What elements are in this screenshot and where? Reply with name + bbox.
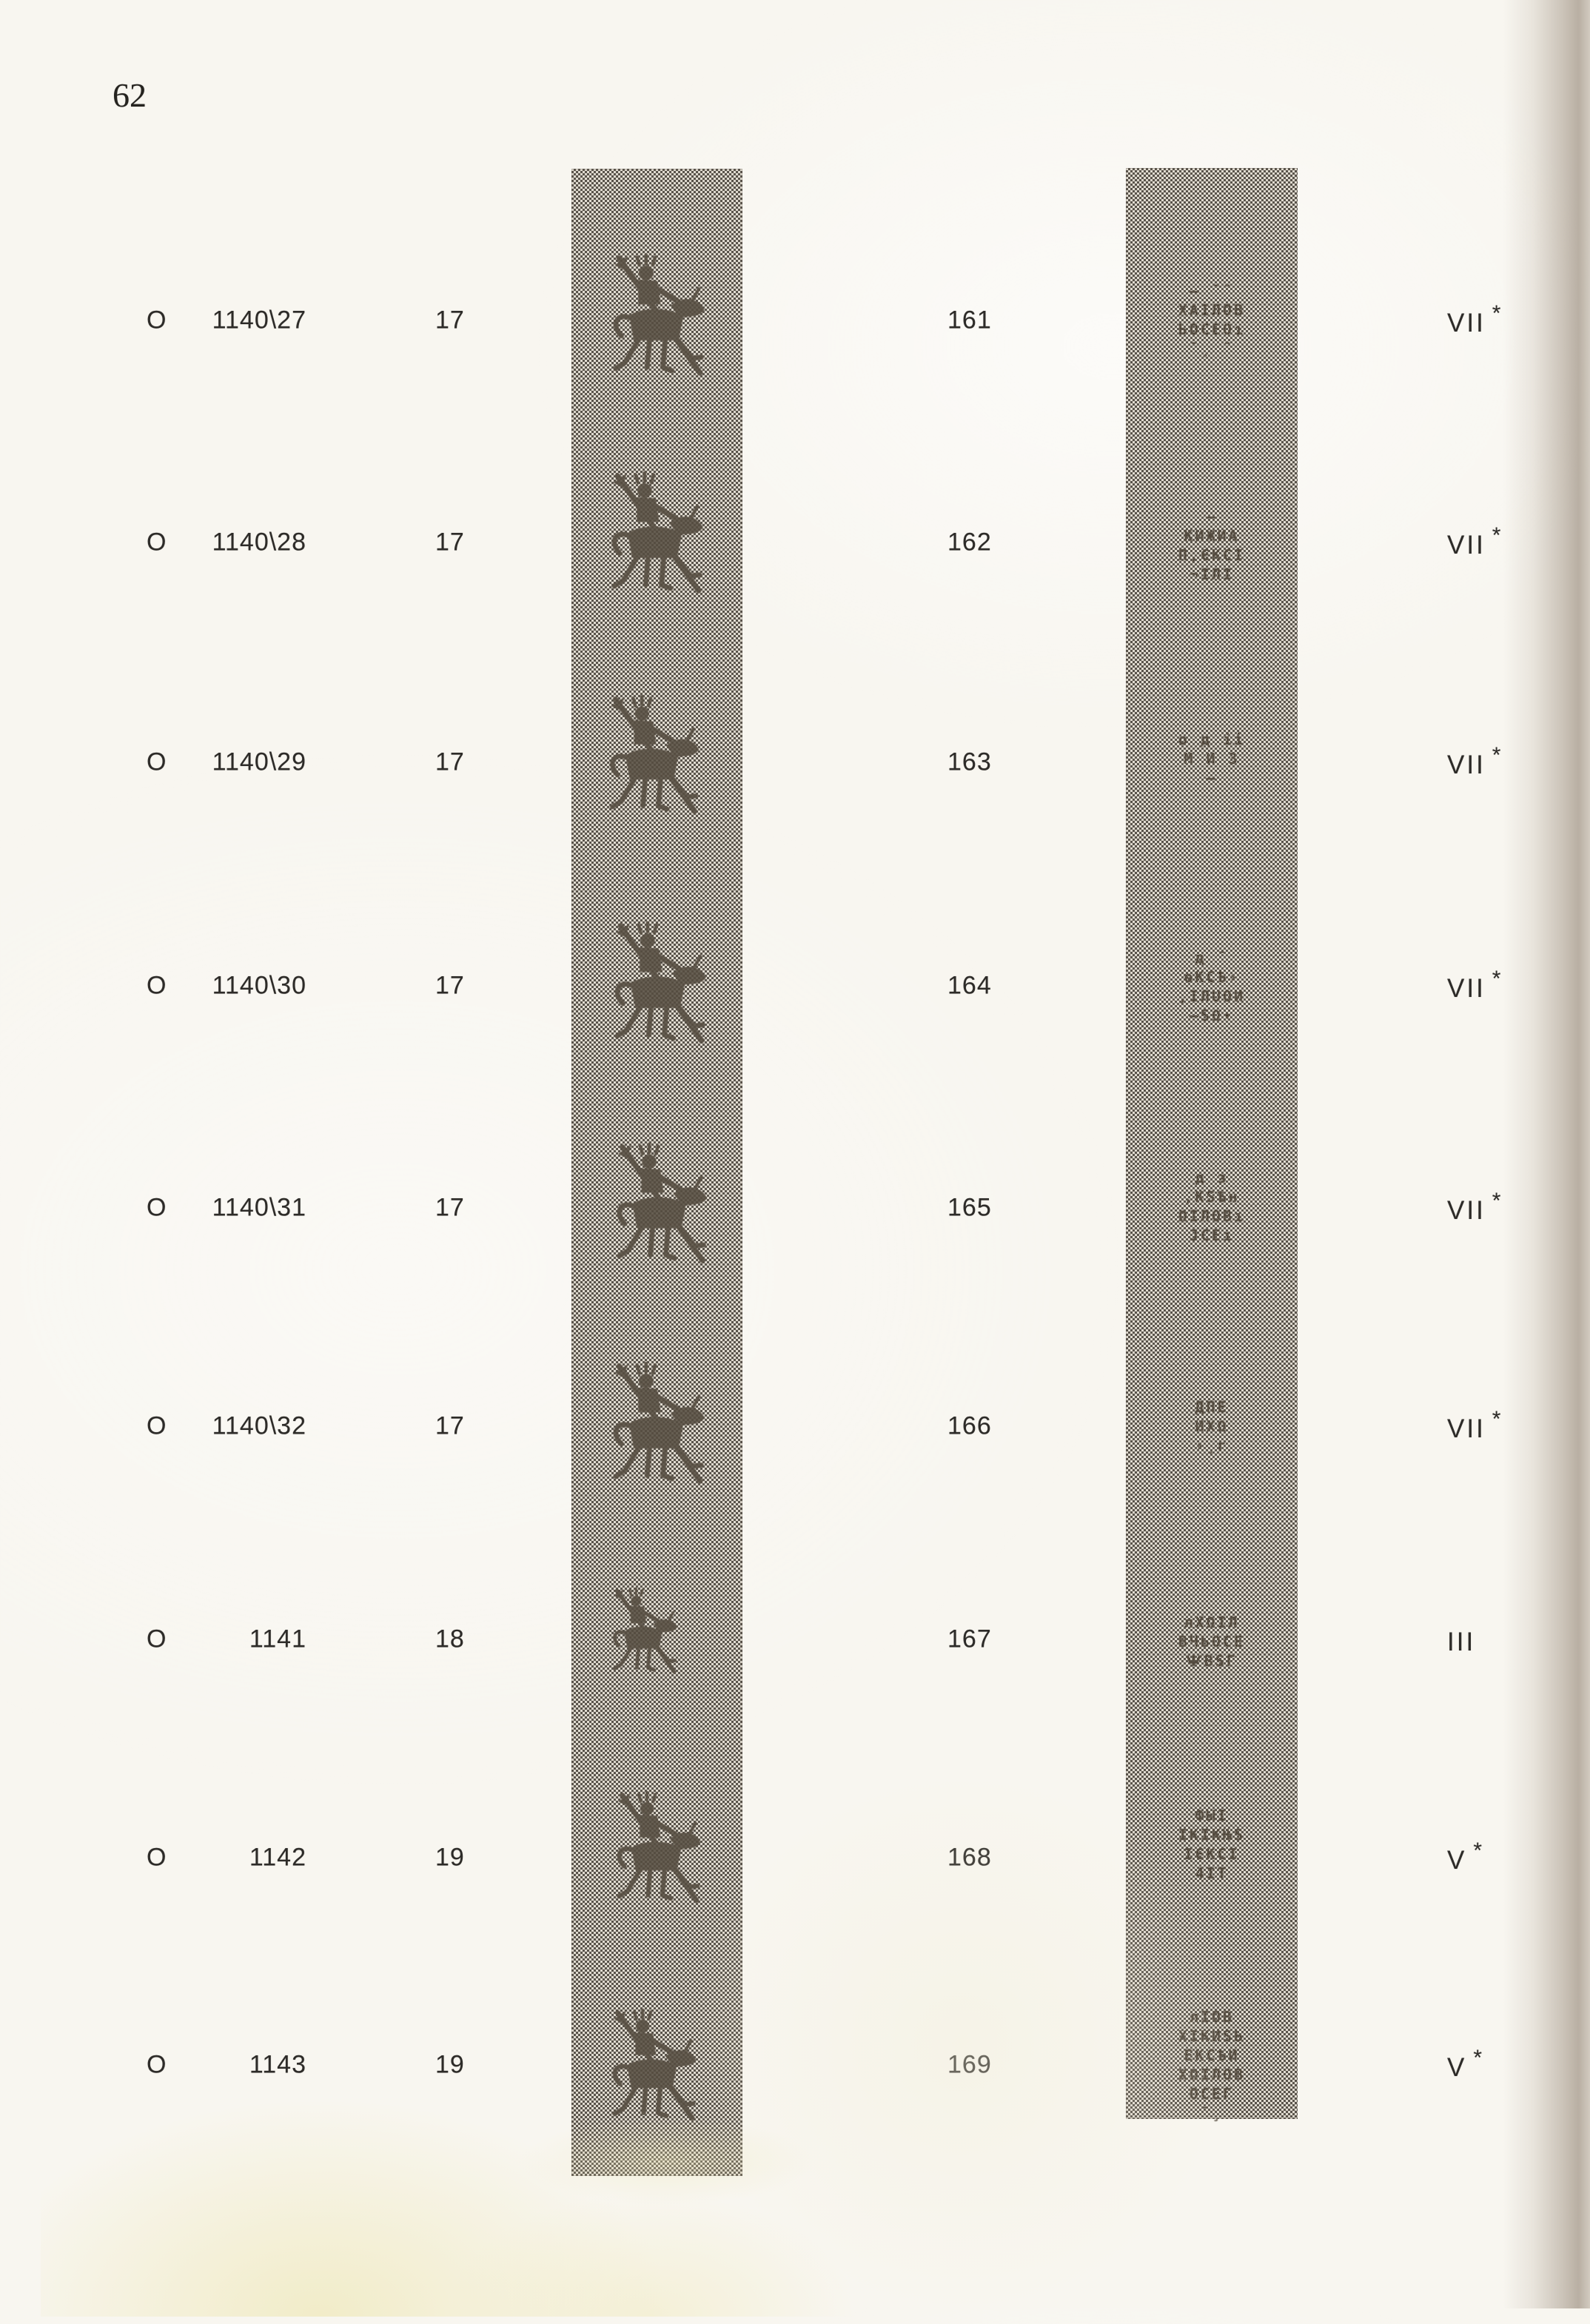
catalog-number: 1140\29 [212, 748, 306, 776]
reverse-legend: лХΩІЛ ВЧЬОСЕ ѰВЅГ [1178, 1613, 1246, 1670]
catalog-number: 1140\27 [212, 306, 306, 335]
plate-number: 163 [947, 748, 992, 776]
page-edge-shadow [1503, 0, 1590, 2308]
reverse-legend: лІОВ ХІКИЅЬ ЕКСѢИ ХΩІЛОВ ОСЕГ ¯¸ [1178, 2008, 1246, 2122]
diameter-value: 19 [435, 2050, 465, 2079]
plate-number: 169 [947, 2050, 992, 2079]
star-mark: * [1492, 1407, 1501, 1432]
horseman-with-spear-stamp [602, 1791, 713, 1907]
type-class-roman: III [1447, 1627, 1476, 1656]
plate-number: 164 [947, 971, 992, 1000]
obverse-letter: O [147, 1411, 167, 1440]
horseman-with-spear-stamp [597, 2009, 708, 2124]
type-class-roman: VII [1447, 1414, 1486, 1443]
type-class-roman: VII [1447, 750, 1486, 779]
type-class: VII * [1447, 1407, 1501, 1444]
paper-stain [444, 2191, 859, 2317]
obverse-letter: O [147, 1843, 167, 1872]
obverse-letter: O [147, 748, 167, 776]
diameter-value: 17 [435, 528, 465, 557]
plate-number: 162 [947, 528, 992, 557]
horseman-with-spear-stamp [603, 1588, 685, 1676]
star-mark: * [1492, 301, 1501, 326]
type-class: VII * [1447, 301, 1501, 338]
reverse-photo-strip: – ¯¯ ХАІЛОВ ЬОСЕОı ¯¸ ¯ – КИЖИА П‚ЄКСІ ¬… [1126, 168, 1298, 2122]
plate-number: 165 [947, 1193, 992, 1222]
star-mark: * [1473, 2046, 1483, 2071]
horseman-with-spear-stamp [601, 1362, 714, 1488]
star-mark: * [1492, 523, 1501, 548]
obverse-photo-strip [571, 169, 742, 2176]
type-class: VII * [1447, 1189, 1501, 1226]
horseman-with-spear-stamp [601, 254, 714, 380]
star-mark: * [1492, 967, 1501, 992]
obverse-letter: O [147, 2050, 167, 2079]
diameter-value: 17 [435, 748, 465, 776]
paper-stain [41, 2102, 662, 2317]
obverse-letter: O [147, 1193, 167, 1222]
reverse-legend: ДПЕ ИХΩ ›¸г [1195, 1398, 1229, 1454]
obverse-letter: O [147, 528, 167, 557]
catalog-number: 1140\32 [212, 1411, 306, 1440]
reverse-legend: д ¯ ѳКСѢ› ‚ІЛUОИ –ЅΩ▾ [1178, 949, 1246, 1024]
diameter-value: 18 [435, 1625, 465, 1653]
type-class-roman: VII [1447, 1195, 1486, 1225]
page-number: 62 [113, 76, 147, 114]
type-class-roman: VII [1447, 308, 1486, 337]
plate-number: 168 [947, 1843, 992, 1872]
type-class: VII * [1447, 523, 1501, 560]
reverse-legend: о д іі М И З – [1178, 731, 1246, 787]
plate-number: 167 [947, 1625, 992, 1653]
type-class: V * [1447, 2046, 1483, 2083]
type-class-roman: V [1447, 1845, 1467, 1875]
horseman-with-spear-stamp [597, 695, 708, 818]
reverse-legend: – КИЖИА П‚ЄКСІ ¬ІЛІ [1178, 508, 1246, 583]
diameter-value: 17 [435, 971, 465, 1000]
star-mark: * [1492, 1189, 1501, 1214]
horseman-with-spear-stamp [603, 921, 715, 1047]
type-class: VII * [1447, 967, 1501, 1004]
type-class-roman: VII [1447, 973, 1486, 1003]
reverse-legend: ФЫІ ІКІКЊЅ ІЄКСІ 4ІТ [1178, 1807, 1246, 1882]
reverse-legend: – ¯¯ ХАІЛОВ ЬОСЕОı ¯¸ ¯ [1178, 282, 1246, 357]
type-class: III [1447, 1622, 1482, 1657]
horseman-with-spear-stamp [604, 1143, 717, 1267]
star-mark: * [1492, 743, 1501, 768]
plate-number: 161 [947, 306, 992, 335]
obverse-letter: O [147, 306, 167, 335]
obverse-letter: O [147, 1625, 167, 1653]
type-class-roman: VII [1447, 530, 1486, 560]
star-mark: * [1473, 1838, 1483, 1864]
catalog-number: 1140\31 [212, 1193, 306, 1222]
type-class: V * [1447, 1838, 1483, 1875]
reverse-legend: д з ‚КЅѢн ΩІЛОВı ЈСЕı [1178, 1169, 1246, 1244]
catalog-number: 1140\30 [212, 971, 306, 1000]
catalog-number: 1141 [249, 1625, 306, 1653]
type-class-roman: V [1447, 2052, 1467, 2082]
catalog-number: 1142 [249, 1843, 306, 1872]
diameter-value: 17 [435, 306, 465, 335]
catalog-number: 1143 [249, 2050, 306, 2079]
diameter-value: 19 [435, 1843, 465, 1872]
diameter-value: 17 [435, 1193, 465, 1222]
diameter-value: 17 [435, 1411, 465, 1440]
type-class: VII * [1447, 743, 1501, 780]
catalog-number: 1140\28 [212, 528, 306, 557]
plate-number: 166 [947, 1411, 992, 1440]
horseman-with-spear-stamp [600, 471, 712, 597]
obverse-letter: O [147, 971, 167, 1000]
